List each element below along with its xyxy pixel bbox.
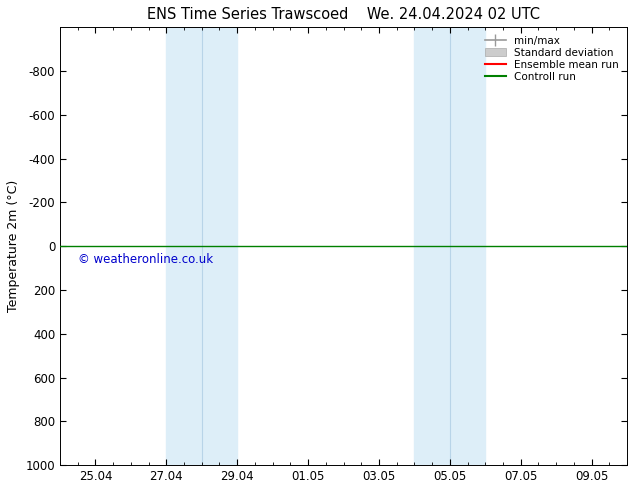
Legend: min/max, Standard deviation, Ensemble mean run, Controll run: min/max, Standard deviation, Ensemble me… <box>482 32 622 85</box>
Title: ENS Time Series Trawscoed    We. 24.04.2024 02 UTC: ENS Time Series Trawscoed We. 24.04.2024… <box>147 7 540 22</box>
Bar <box>202 27 237 465</box>
Bar <box>415 27 450 465</box>
Bar <box>166 27 202 465</box>
Y-axis label: Temperature 2m (°C): Temperature 2m (°C) <box>7 180 20 312</box>
Text: © weatheronline.co.uk: © weatheronline.co.uk <box>78 253 213 266</box>
Bar <box>450 27 485 465</box>
